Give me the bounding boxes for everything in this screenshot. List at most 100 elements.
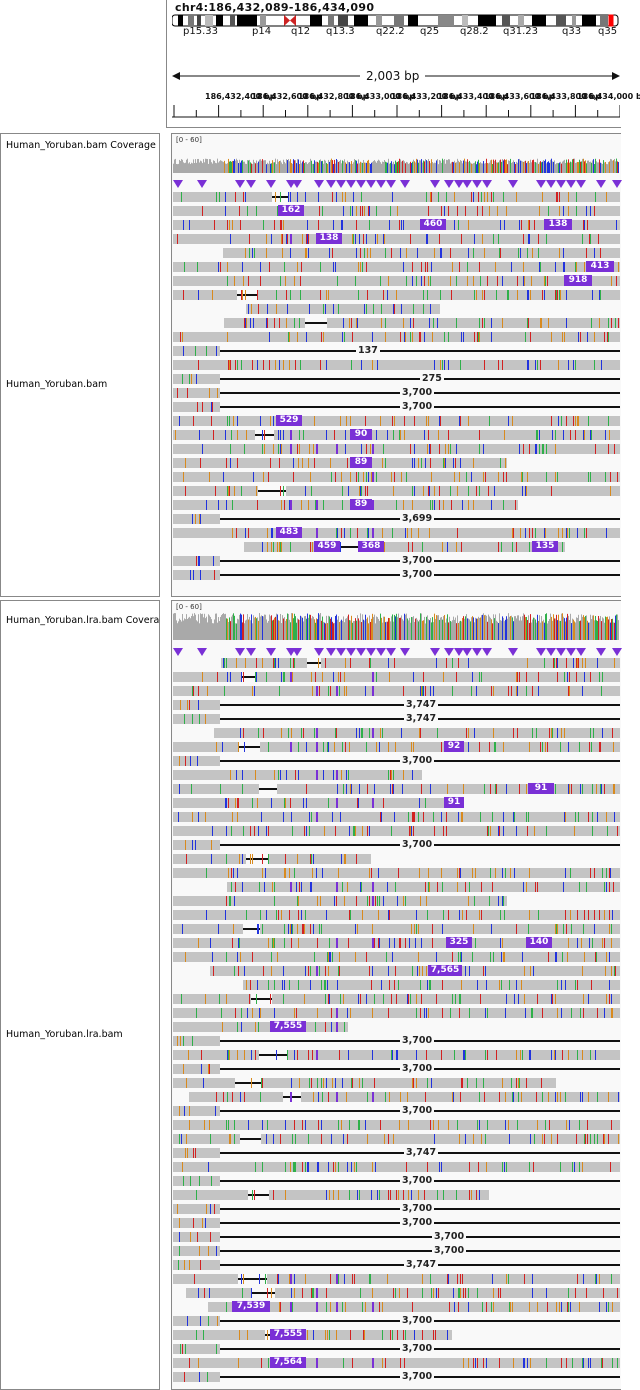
alignment-read[interactable]: [173, 1022, 348, 1032]
alignment-read[interactable]: [173, 1008, 620, 1018]
alignment-read[interactable]: [173, 826, 620, 836]
insertion-marker[interactable]: [576, 180, 586, 188]
insertion-label[interactable]: 7,555: [270, 1021, 306, 1032]
insertion-marker[interactable]: [376, 648, 386, 656]
insertion-marker[interactable]: [612, 180, 622, 188]
insertion-marker[interactable]: [454, 648, 464, 656]
alignment-read[interactable]: [260, 924, 620, 934]
alignment-read[interactable]: [173, 1134, 240, 1144]
insertion-marker[interactable]: [508, 180, 518, 188]
insertion-marker[interactable]: [235, 180, 245, 188]
locus-text[interactable]: chr4:186,432,089-186,434,090: [175, 1, 375, 14]
alignment-read[interactable]: [173, 1246, 220, 1256]
insertion-label[interactable]: 89: [350, 499, 372, 510]
alignment-read[interactable]: [173, 798, 460, 808]
alignment-read[interactable]: [224, 318, 305, 328]
insertion-label[interactable]: 7,539: [232, 1301, 270, 1312]
alignment-read[interactable]: [261, 1134, 620, 1144]
alignment-read[interactable]: [173, 332, 620, 342]
insertion-marker[interactable]: [173, 180, 183, 188]
alignment-read[interactable]: [280, 1330, 452, 1340]
insertion-marker[interactable]: [346, 648, 356, 656]
insertion-marker[interactable]: [292, 180, 302, 188]
alignment-read[interactable]: [173, 1148, 220, 1158]
alignment-read[interactable]: [173, 290, 237, 300]
insertion-label[interactable]: 483: [276, 527, 302, 538]
insertion-marker[interactable]: [286, 180, 296, 188]
insertion-marker[interactable]: [546, 648, 556, 656]
alignment-read[interactable]: [173, 910, 620, 920]
alignment-read[interactable]: [173, 994, 251, 1004]
alignment-read[interactable]: [286, 486, 620, 496]
alignment-read[interactable]: [256, 672, 620, 682]
alignment-read[interactable]: [268, 854, 371, 864]
alignment-read[interactable]: [173, 742, 239, 752]
insertion-marker[interactable]: [376, 180, 386, 188]
alignment-read[interactable]: [173, 1120, 620, 1130]
insertion-marker[interactable]: [366, 180, 376, 188]
alignment-read[interactable]: [173, 206, 620, 216]
insertion-marker[interactable]: [246, 648, 256, 656]
alignment-read[interactable]: [173, 1232, 220, 1242]
insertion-label[interactable]: 7,555: [270, 1329, 306, 1340]
alignment-read[interactable]: [260, 742, 620, 752]
chromosome-ideogram[interactable]: [172, 14, 620, 28]
alignment-read[interactable]: [173, 528, 620, 538]
bam1-label[interactable]: Human_Yoruban.bam: [6, 379, 108, 390]
alignment-read[interactable]: [173, 1330, 265, 1340]
insertion-marker[interactable]: [566, 180, 576, 188]
alignment-read[interactable]: [173, 840, 220, 850]
alignment-read[interactable]: [189, 1092, 283, 1102]
insertion-marker[interactable]: [430, 648, 440, 656]
insertion-label[interactable]: 135: [532, 541, 558, 552]
insertion-marker[interactable]: [314, 180, 324, 188]
alignment-read[interactable]: [173, 1344, 220, 1354]
insertion-label[interactable]: 140: [526, 937, 552, 948]
alignment-read[interactable]: [173, 1218, 220, 1228]
insertion-label[interactable]: 90: [350, 429, 372, 440]
alignment-read[interactable]: [173, 416, 620, 426]
insertion-marker[interactable]: [472, 648, 482, 656]
alignment-read[interactable]: [173, 686, 620, 696]
alignment-read[interactable]: [173, 770, 422, 780]
alignment-read[interactable]: [173, 514, 220, 524]
alignment-read[interactable]: [263, 1078, 556, 1088]
alignment-read[interactable]: [173, 700, 220, 710]
insertion-marker[interactable]: [612, 648, 622, 656]
alignment-read[interactable]: [272, 994, 620, 1004]
alignment-read[interactable]: [173, 714, 220, 724]
bam2-coverage-bars[interactable]: [173, 610, 619, 640]
insertion-marker[interactable]: [536, 648, 546, 656]
insertion-marker[interactable]: [482, 648, 492, 656]
alignment-read[interactable]: [173, 1162, 620, 1172]
insertion-marker[interactable]: [596, 180, 606, 188]
insertion-label[interactable]: 138: [316, 233, 342, 244]
insertion-label[interactable]: 92: [444, 741, 464, 752]
bam2-coverage-label[interactable]: Human_Yoruban.lra.bam Coverage: [6, 615, 160, 626]
insertion-marker[interactable]: [266, 180, 276, 188]
insertion-marker[interactable]: [246, 180, 256, 188]
alignment-read[interactable]: [173, 500, 518, 510]
insertion-marker[interactable]: [235, 648, 245, 656]
insertion-marker[interactable]: [400, 648, 410, 656]
alignment-read[interactable]: [173, 1176, 220, 1186]
bam1-coverage-bars[interactable]: [173, 157, 619, 173]
insertion-marker[interactable]: [386, 180, 396, 188]
alignment-read[interactable]: [173, 1358, 620, 1368]
insertion-marker[interactable]: [454, 180, 464, 188]
bam1-coverage-label[interactable]: Human_Yoruban.bam Coverage: [6, 140, 156, 151]
insertion-marker[interactable]: [508, 648, 518, 656]
insertion-marker[interactable]: [266, 648, 276, 656]
alignment-read[interactable]: [173, 1274, 238, 1284]
insertion-marker[interactable]: [356, 180, 366, 188]
bam2-label[interactable]: Human_Yoruban.lra.bam: [6, 1029, 123, 1040]
alignment-read[interactable]: [275, 1288, 620, 1298]
insertion-marker[interactable]: [566, 648, 576, 656]
insertion-marker[interactable]: [444, 648, 454, 656]
insertion-marker[interactable]: [336, 648, 346, 656]
track2-name-panel[interactable]: Human_Yoruban.lra.bam Coverage Human_Yor…: [0, 600, 160, 1390]
insertion-marker[interactable]: [596, 648, 606, 656]
alignment-read[interactable]: [287, 1050, 620, 1060]
insertion-marker[interactable]: [430, 180, 440, 188]
insertion-marker[interactable]: [576, 648, 586, 656]
